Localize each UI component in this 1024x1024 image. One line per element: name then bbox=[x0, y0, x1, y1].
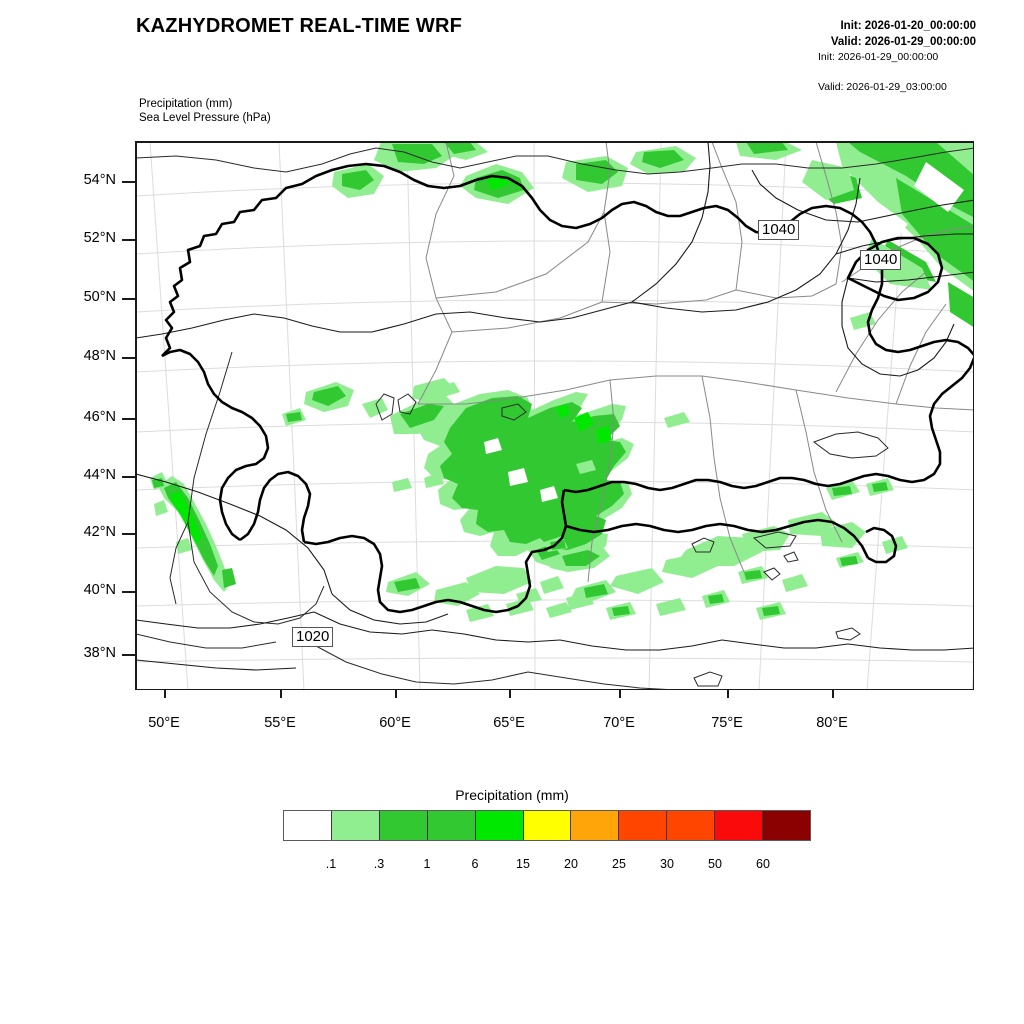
header-init-time-thin: Init: 2026-01-29_00:00:00 bbox=[818, 51, 939, 63]
lat-tick-mark-2 bbox=[122, 298, 135, 300]
national-borders bbox=[161, 162, 973, 614]
lon-tick-label-5: 75°E bbox=[711, 715, 743, 731]
colorbar-tick-4: 15 bbox=[516, 857, 530, 871]
lat-tick-mark-4 bbox=[122, 418, 135, 420]
precip-region-northern-steppe bbox=[332, 142, 802, 204]
field-label-precipitation: Precipitation (mm) bbox=[139, 98, 233, 110]
lat-tick-label-2: 50°N bbox=[83, 289, 116, 305]
colorbar-tick-2: 1 bbox=[423, 857, 431, 871]
lon-tick-mark-6 bbox=[832, 690, 834, 698]
lat-tick-mark-1 bbox=[122, 239, 135, 241]
colorbar-tick-7: 30 bbox=[660, 857, 674, 871]
lat-tick-mark-5 bbox=[122, 476, 135, 478]
lat-tick-label-1: 52°N bbox=[83, 230, 116, 246]
lat-tick-label-0: 54°N bbox=[83, 172, 116, 188]
internal-borders bbox=[417, 142, 973, 583]
lat-tick-label-5: 44°N bbox=[83, 467, 116, 483]
header-valid-time-bold: Valid: 2026-01-29_00:00:00 bbox=[830, 36, 976, 48]
contour-value: 1040 bbox=[864, 251, 898, 268]
colorbar-cell-4[interactable] bbox=[475, 811, 524, 840]
coastlines bbox=[136, 147, 973, 689]
map-plot-area[interactable] bbox=[135, 141, 974, 690]
lat-tick-mark-8 bbox=[122, 654, 135, 656]
field-labels: Precipitation (mm) Sea Level Pressure (h… bbox=[139, 97, 271, 125]
colorbar-cell-6[interactable] bbox=[571, 811, 620, 840]
colorbar-cell-2[interactable] bbox=[379, 811, 428, 840]
lon-tick-label-0: 50°E bbox=[148, 715, 180, 731]
lon-tick-label-2: 60°E bbox=[379, 715, 411, 731]
contour-value: 1020 bbox=[296, 628, 330, 645]
field-label-slp: Sea Level Pressure (hPa) bbox=[139, 112, 271, 124]
contour-value: 1040 bbox=[762, 221, 796, 238]
precip-region-caspian-west bbox=[150, 472, 236, 592]
colorbar-tick-8: 50 bbox=[708, 857, 722, 871]
colorbar-tick-9: 60 bbox=[756, 857, 770, 871]
lon-tick-mark-1 bbox=[280, 690, 282, 698]
colorbar-cell-10[interactable] bbox=[763, 811, 810, 840]
lat-tick-label-7: 40°N bbox=[83, 582, 116, 598]
colorbar[interactable] bbox=[283, 810, 811, 841]
lat-tick-mark-0 bbox=[122, 181, 135, 183]
colorbar-tick-labels: .1 .3 1 6 15 20 25 30 50 60 bbox=[283, 857, 811, 875]
page-title: KAZHYDROMET REAL-TIME WRF bbox=[136, 15, 463, 37]
lat-tick-label-6: 42°N bbox=[83, 524, 116, 540]
lon-tick-label-4: 70°E bbox=[603, 715, 635, 731]
colorbar-cell-8[interactable] bbox=[667, 811, 716, 840]
colorbar-tick-0: .1 bbox=[325, 857, 337, 871]
lat-tick-mark-6 bbox=[122, 533, 135, 535]
colorbar-cell-0[interactable] bbox=[284, 811, 332, 840]
lon-tick-label-3: 65°E bbox=[493, 715, 525, 731]
colorbar-cell-5[interactable] bbox=[523, 811, 572, 840]
lon-tick-mark-2 bbox=[395, 690, 397, 698]
lat-tick-label-3: 48°N bbox=[83, 348, 116, 364]
colorbar-cell-9[interactable] bbox=[715, 811, 764, 840]
colorbar-tick-6: 25 bbox=[612, 857, 626, 871]
precip-region-central-band bbox=[282, 378, 634, 568]
colorbar-cell-7[interactable] bbox=[619, 811, 668, 840]
contour-label-1040-a: 1040 bbox=[758, 220, 800, 240]
lat-tick-mark-3 bbox=[122, 357, 135, 359]
map-svg bbox=[136, 142, 973, 689]
contour-label-1020: 1020 bbox=[292, 627, 334, 647]
lat-tick-label-8: 38°N bbox=[83, 645, 116, 661]
lon-tick-mark-4 bbox=[619, 690, 621, 698]
lon-tick-label-6: 80°E bbox=[816, 715, 848, 731]
lon-tick-mark-0 bbox=[164, 690, 166, 698]
colorbar-tick-3: 6 bbox=[471, 857, 479, 871]
colorbar-title: Precipitation (mm) bbox=[455, 787, 569, 803]
lon-tick-label-1: 55°E bbox=[264, 715, 296, 731]
contour-label-1040-b: 1040 bbox=[860, 250, 902, 270]
lon-tick-mark-3 bbox=[509, 690, 511, 698]
lat-tick-label-4: 46°N bbox=[83, 409, 116, 425]
lat-tick-mark-7 bbox=[122, 591, 135, 593]
colorbar-cell-1[interactable] bbox=[331, 811, 380, 840]
colorbar-tick-1: .3 bbox=[373, 857, 385, 871]
header-init-time-bold: Init: 2026-01-20_00:00:00 bbox=[840, 20, 976, 32]
header-valid-time-thin: Valid: 2026-01-29_03:00:00 bbox=[818, 81, 947, 93]
colorbar-cell-3[interactable] bbox=[427, 811, 476, 840]
lon-tick-mark-5 bbox=[727, 690, 729, 698]
colorbar-tick-5: 20 bbox=[564, 857, 578, 871]
